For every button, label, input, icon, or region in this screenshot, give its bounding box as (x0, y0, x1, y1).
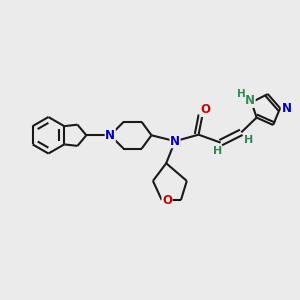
Text: N: N (282, 102, 292, 115)
Text: O: O (162, 194, 172, 207)
Text: N: N (105, 129, 115, 142)
Text: O: O (200, 103, 210, 116)
Text: N: N (245, 94, 255, 107)
Text: H: H (212, 146, 222, 156)
Text: H: H (237, 89, 246, 99)
Text: N: N (170, 135, 180, 148)
Text: H: H (244, 135, 253, 145)
